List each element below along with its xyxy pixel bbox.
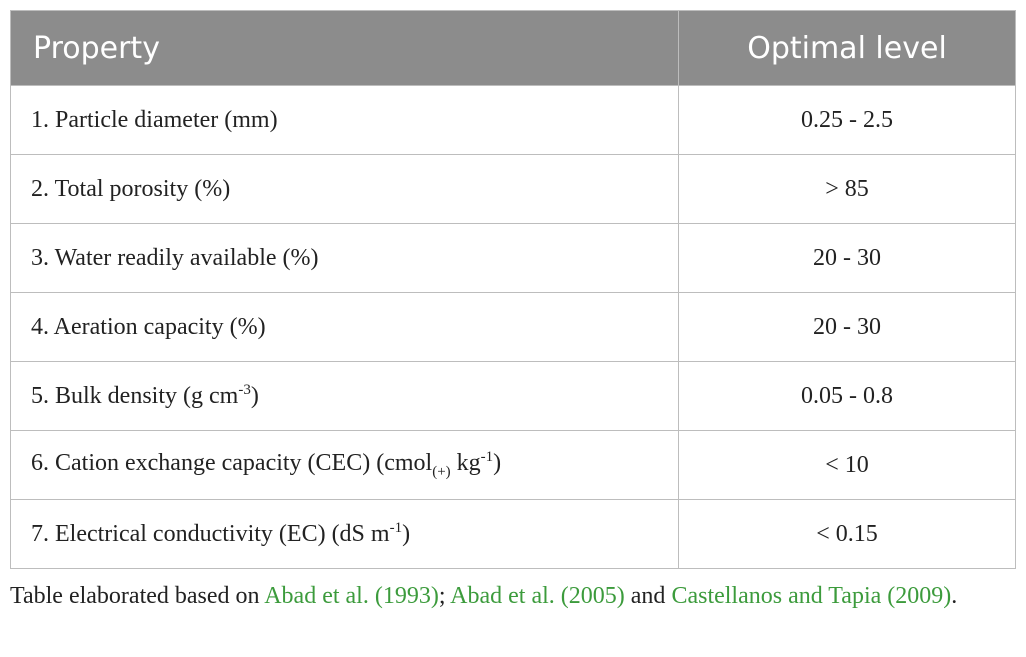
row: 6. Cation exchange capacity (CEC) (cmol(…: [10, 430, 1016, 500]
property-cell: 5. Bulk density (g cm-3): [10, 361, 679, 431]
property-cell: 2. Total porosity (%): [10, 154, 679, 224]
superscript: -3: [238, 382, 251, 398]
property-cell: 7. Electrical conductivity (EC) (dS m-1): [10, 499, 679, 569]
row: 4. Aeration capacity (%) 20 - 30: [10, 292, 1016, 362]
level-cell: > 85: [678, 154, 1016, 224]
property-cell: 3. Water readily available (%): [10, 223, 679, 293]
text: 6. Cation exchange capacity (CEC) (cmol: [31, 450, 433, 477]
table-wrap: Property Optimal level 1. Particle diame…: [10, 10, 1016, 569]
level-cell: 20 - 30: [678, 292, 1016, 362]
subscript: (+): [432, 463, 451, 480]
level-cell: 0.25 - 2.5: [678, 85, 1016, 155]
text: 3. Water readily available (%): [31, 244, 319, 271]
level-cell: 0.05 - 0.8: [678, 361, 1016, 431]
superscript: -1: [389, 520, 403, 536]
text: Table elaborated based on: [10, 583, 265, 609]
text: .: [951, 583, 958, 609]
text: kg: [450, 450, 481, 477]
level-cell: < 0.15: [678, 499, 1016, 569]
superscript: -1: [480, 449, 494, 466]
text: ): [402, 521, 411, 547]
text: ;: [438, 583, 451, 609]
row: 2. Total porosity (%) > 85: [10, 154, 1016, 224]
header-cell: Property: [10, 10, 679, 86]
text: and: [624, 583, 672, 609]
text: 5. Bulk density (g cm: [31, 383, 239, 409]
text: 1. Particle diameter (mm): [31, 106, 278, 133]
level-cell: < 10: [678, 430, 1016, 500]
table: Property Optimal level 1. Particle diame…: [10, 10, 1016, 569]
level-cell: 20 - 30: [678, 223, 1016, 293]
row: 7. Electrical conductivity (EC) (dS m-1)…: [10, 499, 1016, 569]
table-body: 1. Particle diameter (mm) 0.25 - 2.5 2. To…: [10, 85, 1016, 569]
text: 7. Electrical conductivity (EC) (dS m: [31, 521, 390, 547]
row: 5. Bulk density (g cm-3) 0.05 - 0.8: [10, 361, 1016, 431]
property-cell: 4. Aeration capacity (%): [10, 292, 679, 362]
text: 2. Total porosity (%): [31, 175, 231, 202]
text: 4. Aeration capacity (%): [31, 313, 266, 340]
reference-link[interactable]: Abad et al. (1993): [264, 583, 439, 609]
reference-link[interactable]: Abad et al. (2005): [450, 583, 625, 609]
property-cell: 1. Particle diameter (mm): [10, 85, 679, 155]
property-cell: 6. Cation exchange capacity (CEC) (cmol(…: [10, 430, 679, 500]
reference-link[interactable]: Castellanos and Tapia (2009): [671, 583, 952, 609]
row: 1. Particle diameter (mm) 0.25 - 2.5: [10, 85, 1016, 155]
footnote: Table elaborated based on Abad et al. (1…: [10, 578, 1015, 614]
header-row: Property Optimal level: [10, 10, 1016, 86]
header-cell: Optimal level: [678, 10, 1016, 86]
row: 3. Water readily available (%) 20 - 30: [10, 223, 1016, 293]
text: ): [493, 450, 502, 477]
text: ): [250, 383, 259, 409]
